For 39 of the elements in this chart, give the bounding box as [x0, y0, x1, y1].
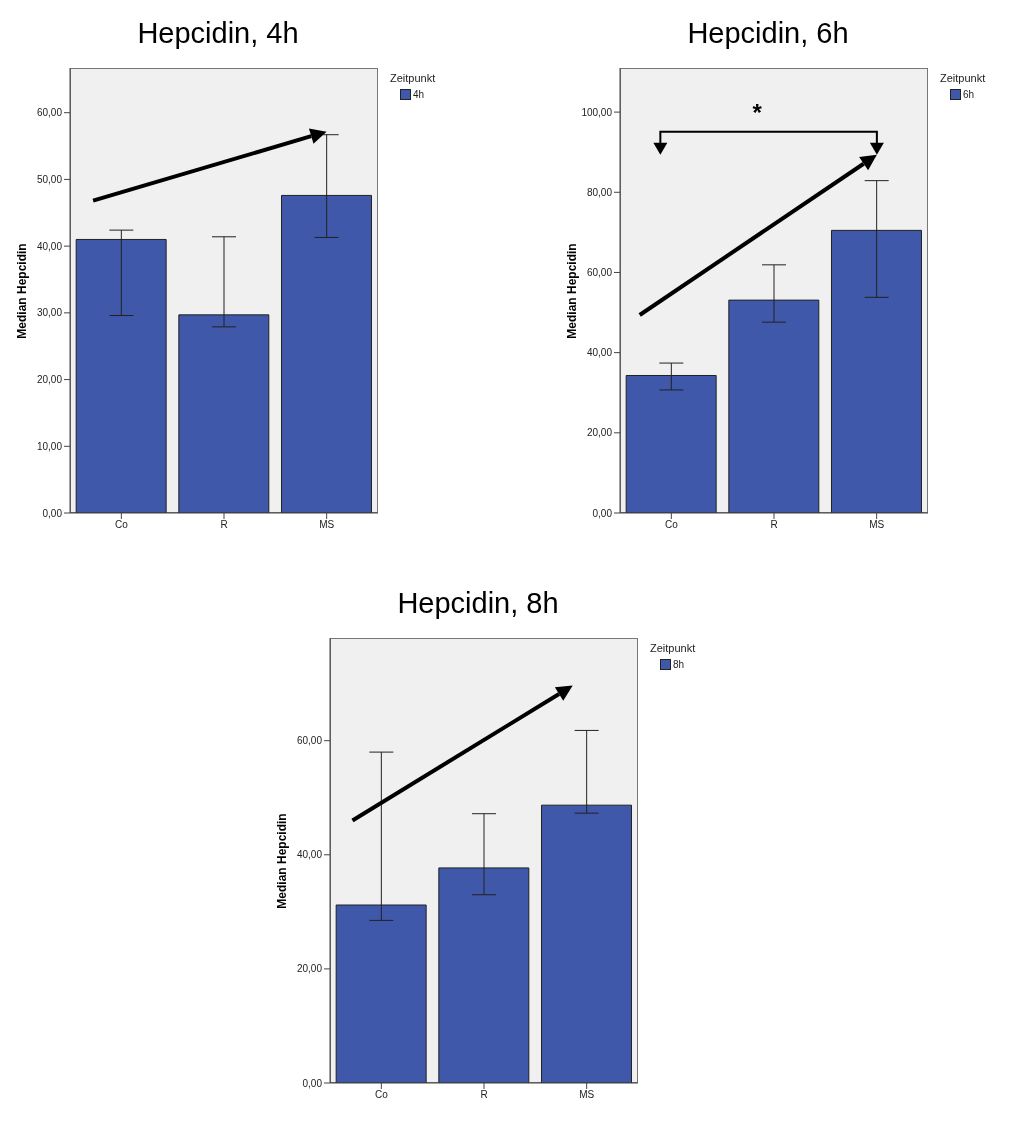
x-tick-label: R [220, 519, 228, 531]
y-tick-label: 20,00 [296, 963, 323, 975]
chart-title: Hepcidin, 8h [396, 586, 560, 621]
y-tick-label: 40,00 [586, 347, 613, 359]
y-tick-label: 80,00 [586, 186, 613, 198]
legend-label: 6h [963, 89, 975, 100]
y-tick-label: 30,00 [36, 307, 63, 319]
legend-title: Zeitpunkt [940, 72, 986, 84]
y-tick-label: 20,00 [586, 427, 613, 439]
y-tick-label: 20,00 [36, 374, 63, 386]
legend-title: Zeitpunkt [390, 72, 436, 84]
y-tick-label: 0,00 [302, 1077, 323, 1089]
x-tick-label: Co [664, 519, 679, 531]
y-tick-label: 40,00 [296, 849, 323, 861]
y-tick-label: 60,00 [296, 735, 323, 747]
y-axis-title: Median Hepcidin [275, 812, 289, 909]
y-tick-label: 100,00 [581, 106, 613, 118]
y-tick-label: 60,00 [36, 107, 63, 119]
y-tick-label: 40,00 [36, 240, 63, 252]
x-tick-label: MS [869, 519, 885, 531]
x-tick-label: MS [579, 1089, 595, 1101]
y-tick-label: 10,00 [36, 440, 63, 452]
legend-label: 4h [413, 89, 425, 100]
y-axis-title: Median Hepcidin [565, 242, 579, 339]
y-tick-label: 0,00 [42, 507, 63, 519]
legend-label: 8h [673, 659, 685, 670]
y-tick-label: 60,00 [586, 267, 613, 279]
y-tick-label: 0,00 [592, 507, 613, 519]
x-tick-label: MS [319, 519, 335, 531]
x-tick-label: Co [114, 519, 129, 531]
chart-title: Hepcidin, 6h [686, 16, 850, 51]
chart-title: Hepcidin, 4h [136, 16, 300, 51]
x-tick-label: Co [374, 1089, 389, 1101]
x-tick-label: R [770, 519, 778, 531]
legend-title: Zeitpunkt [650, 642, 696, 654]
x-tick-label: R [480, 1089, 488, 1101]
annotation: * [752, 98, 762, 127]
y-axis-title: Median Hepcidin [15, 242, 29, 339]
y-tick-label: 50,00 [36, 173, 63, 185]
